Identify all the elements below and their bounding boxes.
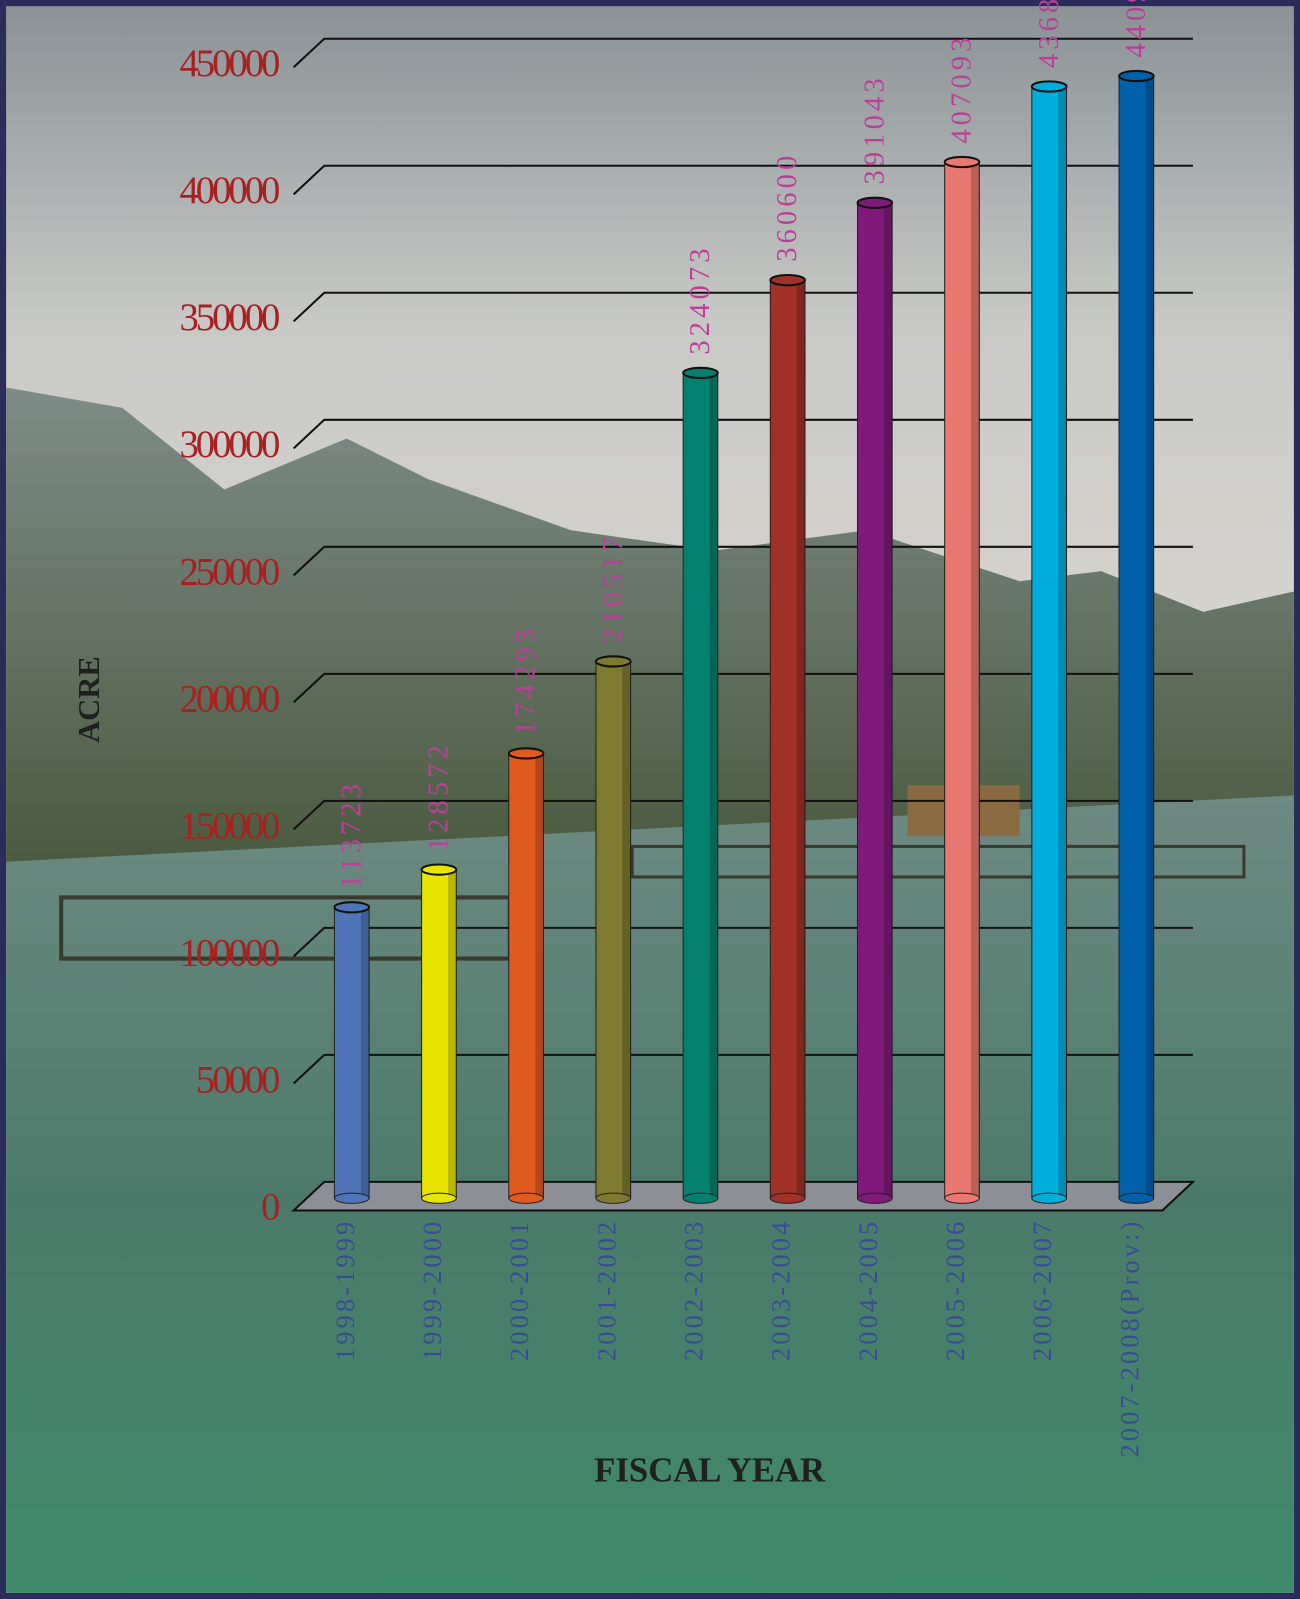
bar-base	[1031, 1192, 1068, 1204]
grid-line	[292, 291, 1193, 323]
x-tick-label: 2006-2007	[1027, 1219, 1057, 1361]
plot: 0 50000 100000 150000 200000 250000 300000 3500…	[179, 0, 1196, 1458]
bar-cap	[1118, 69, 1155, 83]
bar-cap	[1030, 80, 1068, 93]
bar	[595, 660, 632, 1199]
bar-shade	[1145, 76, 1154, 1199]
bar	[333, 906, 370, 1199]
y-axis-label: ACRE	[72, 656, 106, 743]
data-label: 128572	[424, 741, 455, 851]
bar-cap	[682, 366, 719, 380]
grid-line	[292, 418, 1193, 450]
bar	[508, 752, 544, 1199]
x-tick-label: 2007-2008(Prov:)	[1114, 1219, 1144, 1458]
bar-shade	[796, 280, 805, 1199]
grid-line	[292, 799, 1193, 831]
bar	[856, 202, 893, 1199]
bar-shade	[971, 162, 980, 1199]
grid-line	[292, 672, 1193, 704]
bar-cap	[420, 863, 458, 876]
grid-line	[292, 545, 1193, 577]
photo-fish-cage	[630, 844, 1246, 879]
bar-base	[856, 1192, 893, 1204]
x-tick-label: 2000-2001	[504, 1219, 534, 1361]
bar-base	[421, 1192, 457, 1204]
data-label: 440947	[1121, 0, 1152, 58]
grid-line	[292, 1053, 1193, 1085]
bar	[421, 869, 457, 1199]
bar-shade	[622, 661, 631, 1199]
data-label: 174293	[511, 625, 542, 735]
bar-shade	[709, 372, 718, 1199]
y-tick-label: 200000	[179, 677, 279, 720]
x-axis-label: FISCAL YEAR	[594, 1452, 826, 1490]
bar	[682, 372, 719, 1199]
bar-cap	[856, 196, 894, 209]
x-tick-label: 2002-2003	[678, 1219, 708, 1361]
bar-cap	[507, 747, 545, 760]
bar	[1118, 75, 1155, 1199]
data-label: 407093	[947, 34, 978, 144]
bar-shade	[360, 907, 370, 1199]
x-tick-label: 2005-2006	[940, 1219, 970, 1361]
x-tick-label: 1998-1999	[330, 1219, 360, 1361]
bar-shade	[448, 869, 457, 1199]
grid-line	[292, 164, 1193, 196]
bar-cap	[769, 274, 806, 287]
data-label: 113723	[336, 780, 367, 889]
data-label: 360600	[772, 152, 803, 262]
bar-cap	[594, 655, 632, 668]
grid-line	[292, 37, 1193, 69]
x-tick-label: 2004-2005	[853, 1219, 883, 1361]
bar-shade	[535, 753, 544, 1199]
x-tick-label: 1999-2000	[417, 1219, 447, 1361]
bar-cap	[333, 901, 371, 914]
data-label: 391043	[859, 74, 890, 184]
y-tick-label: 400000	[179, 169, 279, 212]
y-tick-label: 0	[261, 1185, 279, 1228]
x-tick-label: 2003-2004	[766, 1219, 796, 1361]
x-tick-label: 2001-2002	[591, 1219, 621, 1361]
y-tick-label: 250000	[179, 550, 279, 593]
bar-base	[333, 1192, 370, 1204]
bar-base	[944, 1192, 980, 1204]
bar-base	[682, 1192, 719, 1204]
data-label: 324073	[685, 244, 716, 354]
bar-base	[1118, 1192, 1155, 1204]
bar-base	[595, 1192, 632, 1204]
bar-base	[508, 1192, 544, 1204]
y-tick-label: 50000	[196, 1058, 279, 1101]
bar-shade	[1058, 86, 1067, 1199]
bar-shade	[884, 202, 893, 1199]
y-tick-label: 100000	[179, 931, 279, 974]
y-tick-label: 450000	[179, 42, 279, 85]
bar	[944, 161, 980, 1199]
grid-line	[292, 926, 1193, 958]
y-tick-label: 300000	[179, 423, 279, 466]
y-tick-label: 150000	[179, 804, 279, 847]
data-label: 210517	[598, 533, 629, 643]
y-tick-label: 350000	[179, 296, 279, 339]
bar-cap	[943, 155, 981, 169]
data-label: 436825	[1034, 0, 1065, 68]
bar-base	[769, 1192, 806, 1204]
